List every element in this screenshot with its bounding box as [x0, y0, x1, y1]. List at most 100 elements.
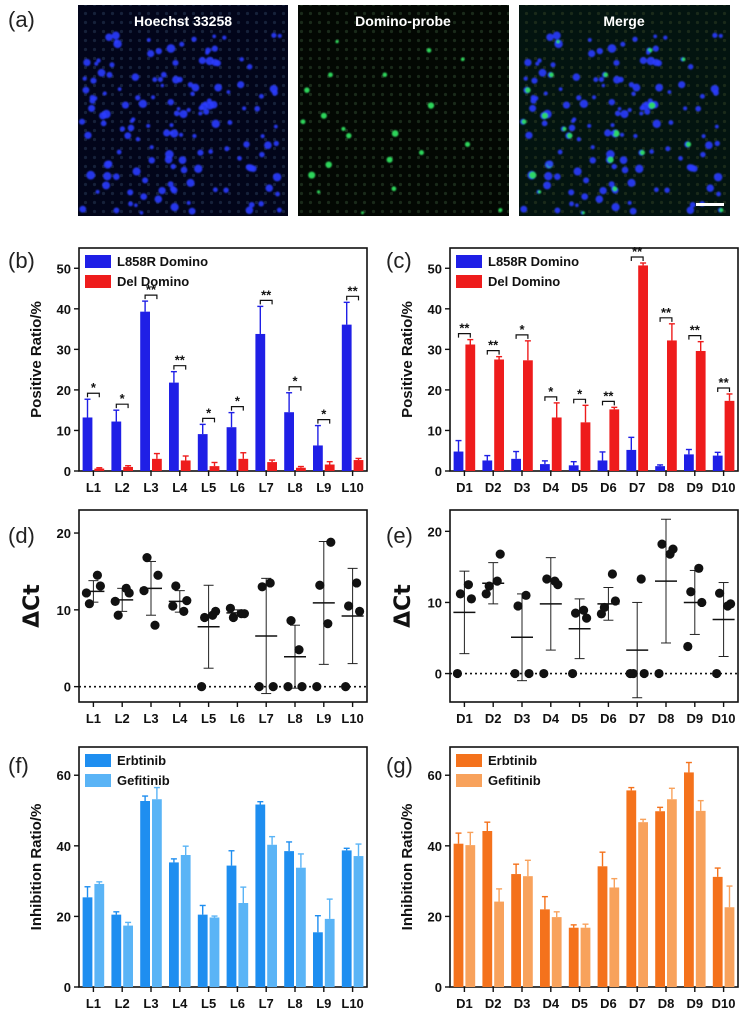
bar-erbtinib	[568, 927, 579, 987]
significance-mark: **	[661, 305, 672, 320]
significance-mark: *	[206, 405, 212, 420]
bar-del-domino	[209, 466, 220, 471]
cell-dot	[612, 130, 620, 137]
micrograph-hoechst: Hoechst 33258	[78, 5, 288, 216]
micrograph-title-hoechst: Hoechst 33258	[134, 13, 232, 29]
bar-l858r-domino	[111, 421, 122, 471]
bar-erbtinib	[626, 790, 637, 987]
data-point	[571, 608, 581, 618]
x-tick-label: L3	[143, 711, 158, 726]
x-tick-label: D2	[485, 996, 502, 1011]
cell-dot	[247, 164, 255, 172]
y-tick-label: 0	[435, 667, 442, 682]
cell-dot	[543, 181, 552, 190]
data-point	[582, 613, 592, 623]
x-tick-label: D2	[485, 711, 502, 726]
bar-gefitinib	[123, 925, 133, 987]
significance-mark: **	[175, 353, 186, 368]
cell-dot	[581, 193, 589, 200]
cell-dot	[264, 141, 272, 150]
cell-dot	[531, 77, 538, 84]
panel-a-label: (a)	[8, 7, 35, 32]
significance-bracket	[573, 398, 587, 404]
data-point	[484, 581, 494, 591]
cell-dot	[576, 137, 581, 142]
cell-dot	[652, 119, 661, 128]
cell-dot	[613, 59, 620, 66]
cell-dot	[82, 76, 87, 81]
significance-mark: **	[603, 388, 614, 403]
plot-frame	[449, 509, 739, 703]
bar-l858r-domino	[255, 333, 266, 471]
bar-l858r-domino	[626, 449, 637, 471]
legend-swatch	[85, 255, 111, 268]
panel-label: (g)	[386, 753, 413, 778]
cell-dot	[341, 126, 346, 132]
cell-dot	[712, 32, 718, 38]
x-tick-label: D5	[571, 480, 588, 495]
x-tick-label: L9	[316, 711, 331, 726]
bar-l858r-domino	[712, 455, 723, 471]
cell-dot	[714, 140, 720, 147]
micrograph-domino: Domino-probe	[298, 5, 509, 216]
x-tick-label: L10	[341, 996, 363, 1011]
cell-dot	[247, 64, 253, 70]
bar-del-domino	[94, 468, 105, 471]
bar-erbtinib	[482, 831, 493, 987]
bar-del-domino	[523, 360, 533, 471]
significance-mark: **	[459, 321, 470, 336]
cell-dot	[206, 101, 214, 110]
bar-erbtinib	[82, 897, 93, 987]
bar-l858r-domino	[482, 460, 493, 471]
cell-dot	[113, 207, 120, 214]
cell-dot	[102, 91, 107, 96]
cell-dot	[576, 95, 582, 101]
x-tick-label: L5	[201, 480, 216, 495]
cell-dot	[464, 141, 471, 147]
bar-l858r-domino	[169, 382, 179, 471]
data-point	[521, 590, 531, 600]
cell-dot	[164, 155, 173, 164]
cell-dot	[541, 120, 548, 127]
data-point	[568, 668, 578, 679]
cell-dot	[579, 99, 589, 108]
x-tick-label: D4	[542, 711, 559, 726]
cell-dot	[154, 195, 163, 203]
cell-dot	[498, 208, 503, 213]
x-tick-label: L10	[341, 480, 363, 495]
data-point	[628, 668, 638, 679]
x-tick-label: D7	[629, 480, 646, 495]
cell-dot	[109, 62, 115, 68]
cell-dot	[300, 119, 306, 125]
x-tick-label: L8	[287, 480, 302, 495]
cell-dot	[604, 129, 612, 137]
cell-dot	[688, 64, 694, 70]
cell-dot	[242, 106, 247, 111]
cell-dot	[629, 207, 637, 215]
bar-gefitinib	[152, 799, 162, 987]
x-tick-label: L2	[115, 711, 130, 726]
cell-dot	[619, 156, 628, 164]
x-tick-label: L4	[172, 480, 188, 495]
cell-dot	[529, 104, 537, 112]
panel-label: (c)	[386, 248, 412, 273]
cell-dot	[211, 45, 218, 52]
cell-dot	[172, 75, 180, 84]
x-tick-label: D6	[600, 711, 617, 726]
cell-dot	[530, 94, 536, 101]
cell-dot	[140, 193, 148, 200]
significance-bracket	[717, 387, 731, 392]
bar-l858r-domino	[341, 324, 352, 471]
cell-dot	[571, 118, 576, 123]
data-point	[344, 601, 354, 611]
data-point	[723, 601, 733, 611]
data-point	[654, 668, 664, 679]
cell-dot	[688, 164, 696, 172]
cell-dot	[617, 106, 622, 111]
cell-dot	[157, 76, 164, 83]
bar-erbtinib	[511, 874, 521, 987]
cell-dot	[593, 77, 599, 83]
cell-dot	[167, 98, 174, 106]
cell-dot	[537, 190, 542, 194]
